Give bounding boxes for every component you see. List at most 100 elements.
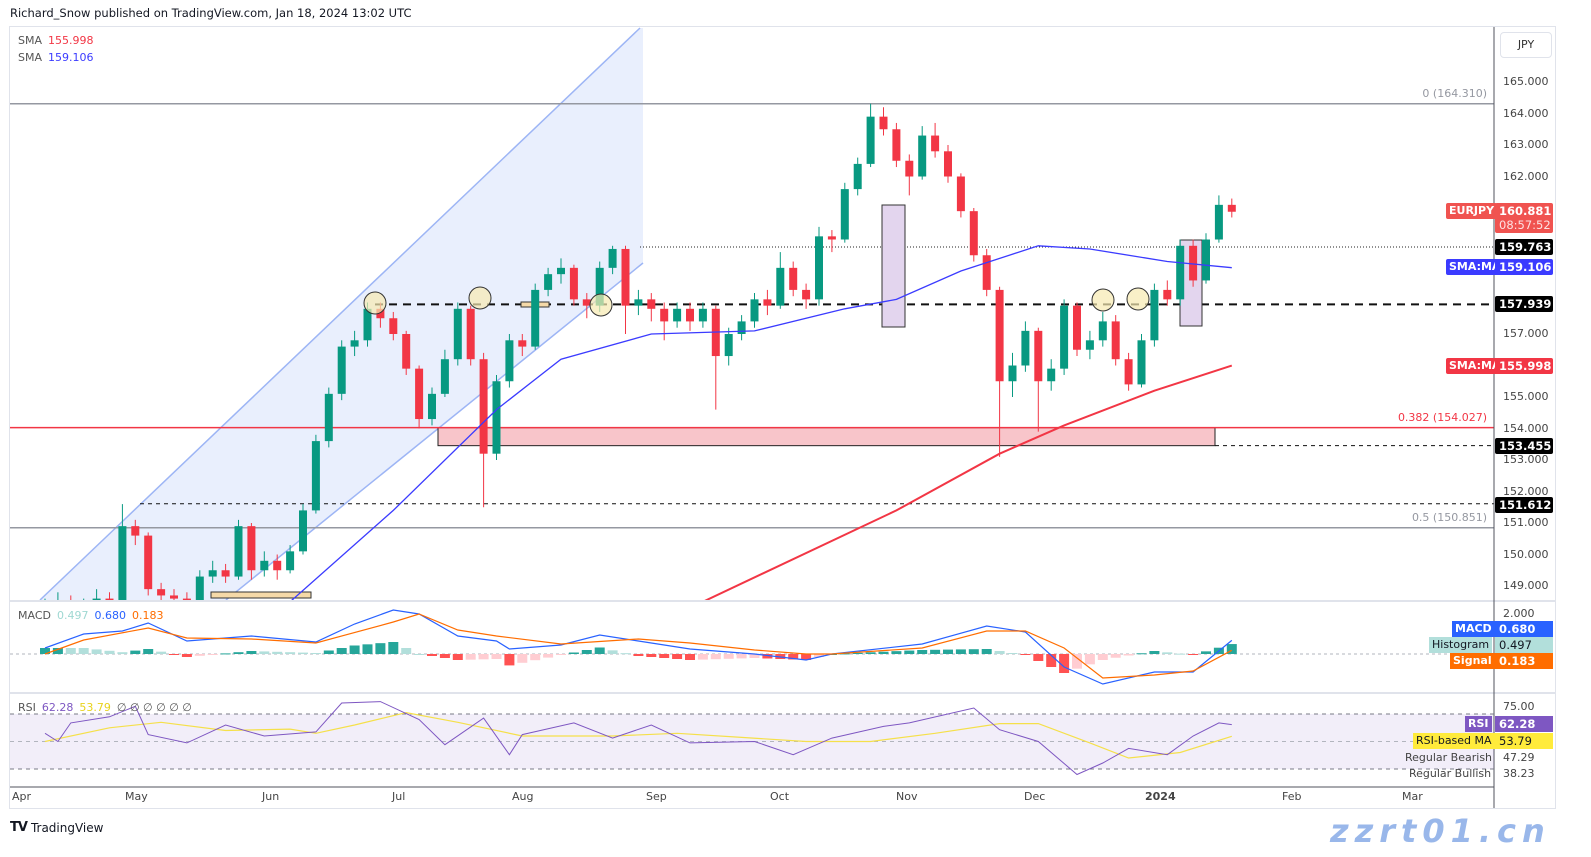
candle bbox=[776, 252, 785, 309]
candle-body bbox=[92, 598, 101, 600]
macd-histogram-bar bbox=[581, 650, 592, 654]
macd-histogram-bar bbox=[633, 654, 644, 656]
macd-histogram-bar bbox=[298, 652, 308, 654]
candle-body bbox=[144, 535, 153, 590]
candle-body bbox=[376, 308, 385, 319]
macd-value: 0.680 bbox=[1495, 621, 1553, 637]
tradingview-brand: TradingView bbox=[30, 820, 104, 835]
macd-histogram-bar bbox=[801, 654, 812, 660]
candle bbox=[892, 122, 901, 168]
candle-body bbox=[853, 163, 862, 190]
candle-body bbox=[866, 116, 875, 164]
macd-legend[interactable]: MACD 0.497 0.680 0.183 bbox=[18, 609, 169, 622]
currency-button[interactable]: JPY bbox=[1500, 32, 1552, 58]
candle bbox=[686, 302, 694, 331]
candle bbox=[92, 589, 101, 600]
macd-histogram-bar bbox=[52, 648, 63, 654]
candle-body bbox=[505, 340, 514, 382]
candle bbox=[1176, 239, 1185, 306]
candle-body bbox=[569, 267, 578, 300]
macd-histogram-bar bbox=[259, 651, 270, 654]
macd-histogram-bar bbox=[233, 652, 244, 654]
candle bbox=[1047, 359, 1056, 391]
candle-body bbox=[969, 211, 978, 256]
level-151612-label: 151.612 bbox=[1495, 497, 1553, 513]
macd-histogram-bar bbox=[65, 648, 76, 654]
candle bbox=[557, 258, 565, 284]
tradingview-logo[interactable]: TV TradingView bbox=[10, 820, 103, 835]
macd-histogram-bar bbox=[943, 649, 953, 654]
candle bbox=[144, 532, 153, 596]
candle bbox=[698, 302, 707, 328]
candle-body bbox=[595, 267, 604, 306]
candle-body bbox=[311, 441, 320, 511]
rsi-line bbox=[44, 701, 1232, 776]
last-price: 160.881 bbox=[1499, 204, 1552, 218]
candle-body bbox=[660, 308, 669, 322]
sma-200-legend[interactable]: SMA 155.998 bbox=[18, 34, 100, 47]
regular-bullish-label: Regular Bullish bbox=[1409, 767, 1492, 780]
candle-body bbox=[789, 267, 798, 290]
candle bbox=[750, 293, 759, 328]
candle bbox=[402, 330, 411, 375]
macd-histogram-bar bbox=[517, 654, 528, 663]
macd-histogram-bar bbox=[556, 654, 566, 655]
macd-histogram-bar bbox=[130, 650, 141, 654]
macd-legend-signal: 0.183 bbox=[131, 609, 164, 622]
sma-50-legend[interactable]: SMA 159.106 bbox=[18, 51, 100, 64]
candle bbox=[208, 560, 217, 583]
candle bbox=[337, 340, 346, 401]
sma-50-line bbox=[291, 245, 1232, 600]
macd-histogram-bar bbox=[723, 654, 734, 659]
candle bbox=[724, 327, 733, 366]
macd-histogram-bar bbox=[1123, 654, 1134, 656]
candle-body bbox=[286, 551, 295, 571]
candle-body bbox=[260, 560, 269, 571]
candle bbox=[840, 182, 849, 243]
sma50-value: 159.106 bbox=[1495, 259, 1553, 275]
candle bbox=[195, 570, 204, 600]
candle-body bbox=[247, 526, 256, 571]
candle-body bbox=[815, 236, 823, 300]
channel-lower-line bbox=[225, 262, 644, 600]
macd-histogram-bar bbox=[310, 653, 321, 654]
symbol-tag: EURJPY bbox=[1446, 203, 1498, 219]
candle bbox=[157, 582, 166, 600]
candle-body bbox=[802, 289, 811, 300]
publisher-caption: Richard_Snow published on TradingView.co… bbox=[10, 6, 412, 20]
candle bbox=[234, 519, 243, 580]
candle bbox=[879, 107, 888, 136]
candle-body bbox=[724, 334, 733, 357]
rsi-legend[interactable]: RSI 62.28 53.79 ∅ ∅ ∅ ∅ ∅ ∅ bbox=[18, 701, 198, 714]
sma-200-line bbox=[704, 364, 1233, 600]
candle-body bbox=[905, 160, 914, 177]
highlight-circle bbox=[589, 293, 613, 317]
macd-histogram-bar bbox=[1201, 651, 1211, 654]
macd-histogram-bar bbox=[143, 649, 154, 654]
macd-histogram-bar bbox=[930, 649, 941, 654]
candle-body bbox=[208, 570, 217, 577]
candle-body bbox=[995, 289, 1004, 382]
macd-histogram-bar bbox=[955, 649, 966, 654]
candle-body bbox=[686, 308, 694, 322]
sma-legend-label: SMA bbox=[18, 51, 42, 64]
candle bbox=[982, 248, 991, 297]
candle-body bbox=[956, 176, 965, 212]
candle-body bbox=[466, 308, 475, 360]
sma50-tag: SMA:MA bbox=[1446, 259, 1504, 275]
candle bbox=[131, 519, 140, 546]
macd-histogram-bar bbox=[839, 653, 850, 655]
candle bbox=[866, 103, 875, 168]
time-label: Nov bbox=[896, 790, 918, 803]
fib-0-label: 0 (164.310) bbox=[1422, 87, 1487, 100]
candle-body bbox=[647, 299, 656, 309]
candle-body bbox=[1073, 305, 1081, 350]
marker-box bbox=[210, 591, 312, 599]
candle bbox=[647, 293, 656, 322]
macd-histogram-bar bbox=[1033, 654, 1044, 661]
candle-body bbox=[763, 299, 772, 306]
candle-body bbox=[337, 346, 346, 394]
candle bbox=[221, 563, 230, 583]
macd-histogram-bar bbox=[78, 648, 89, 654]
